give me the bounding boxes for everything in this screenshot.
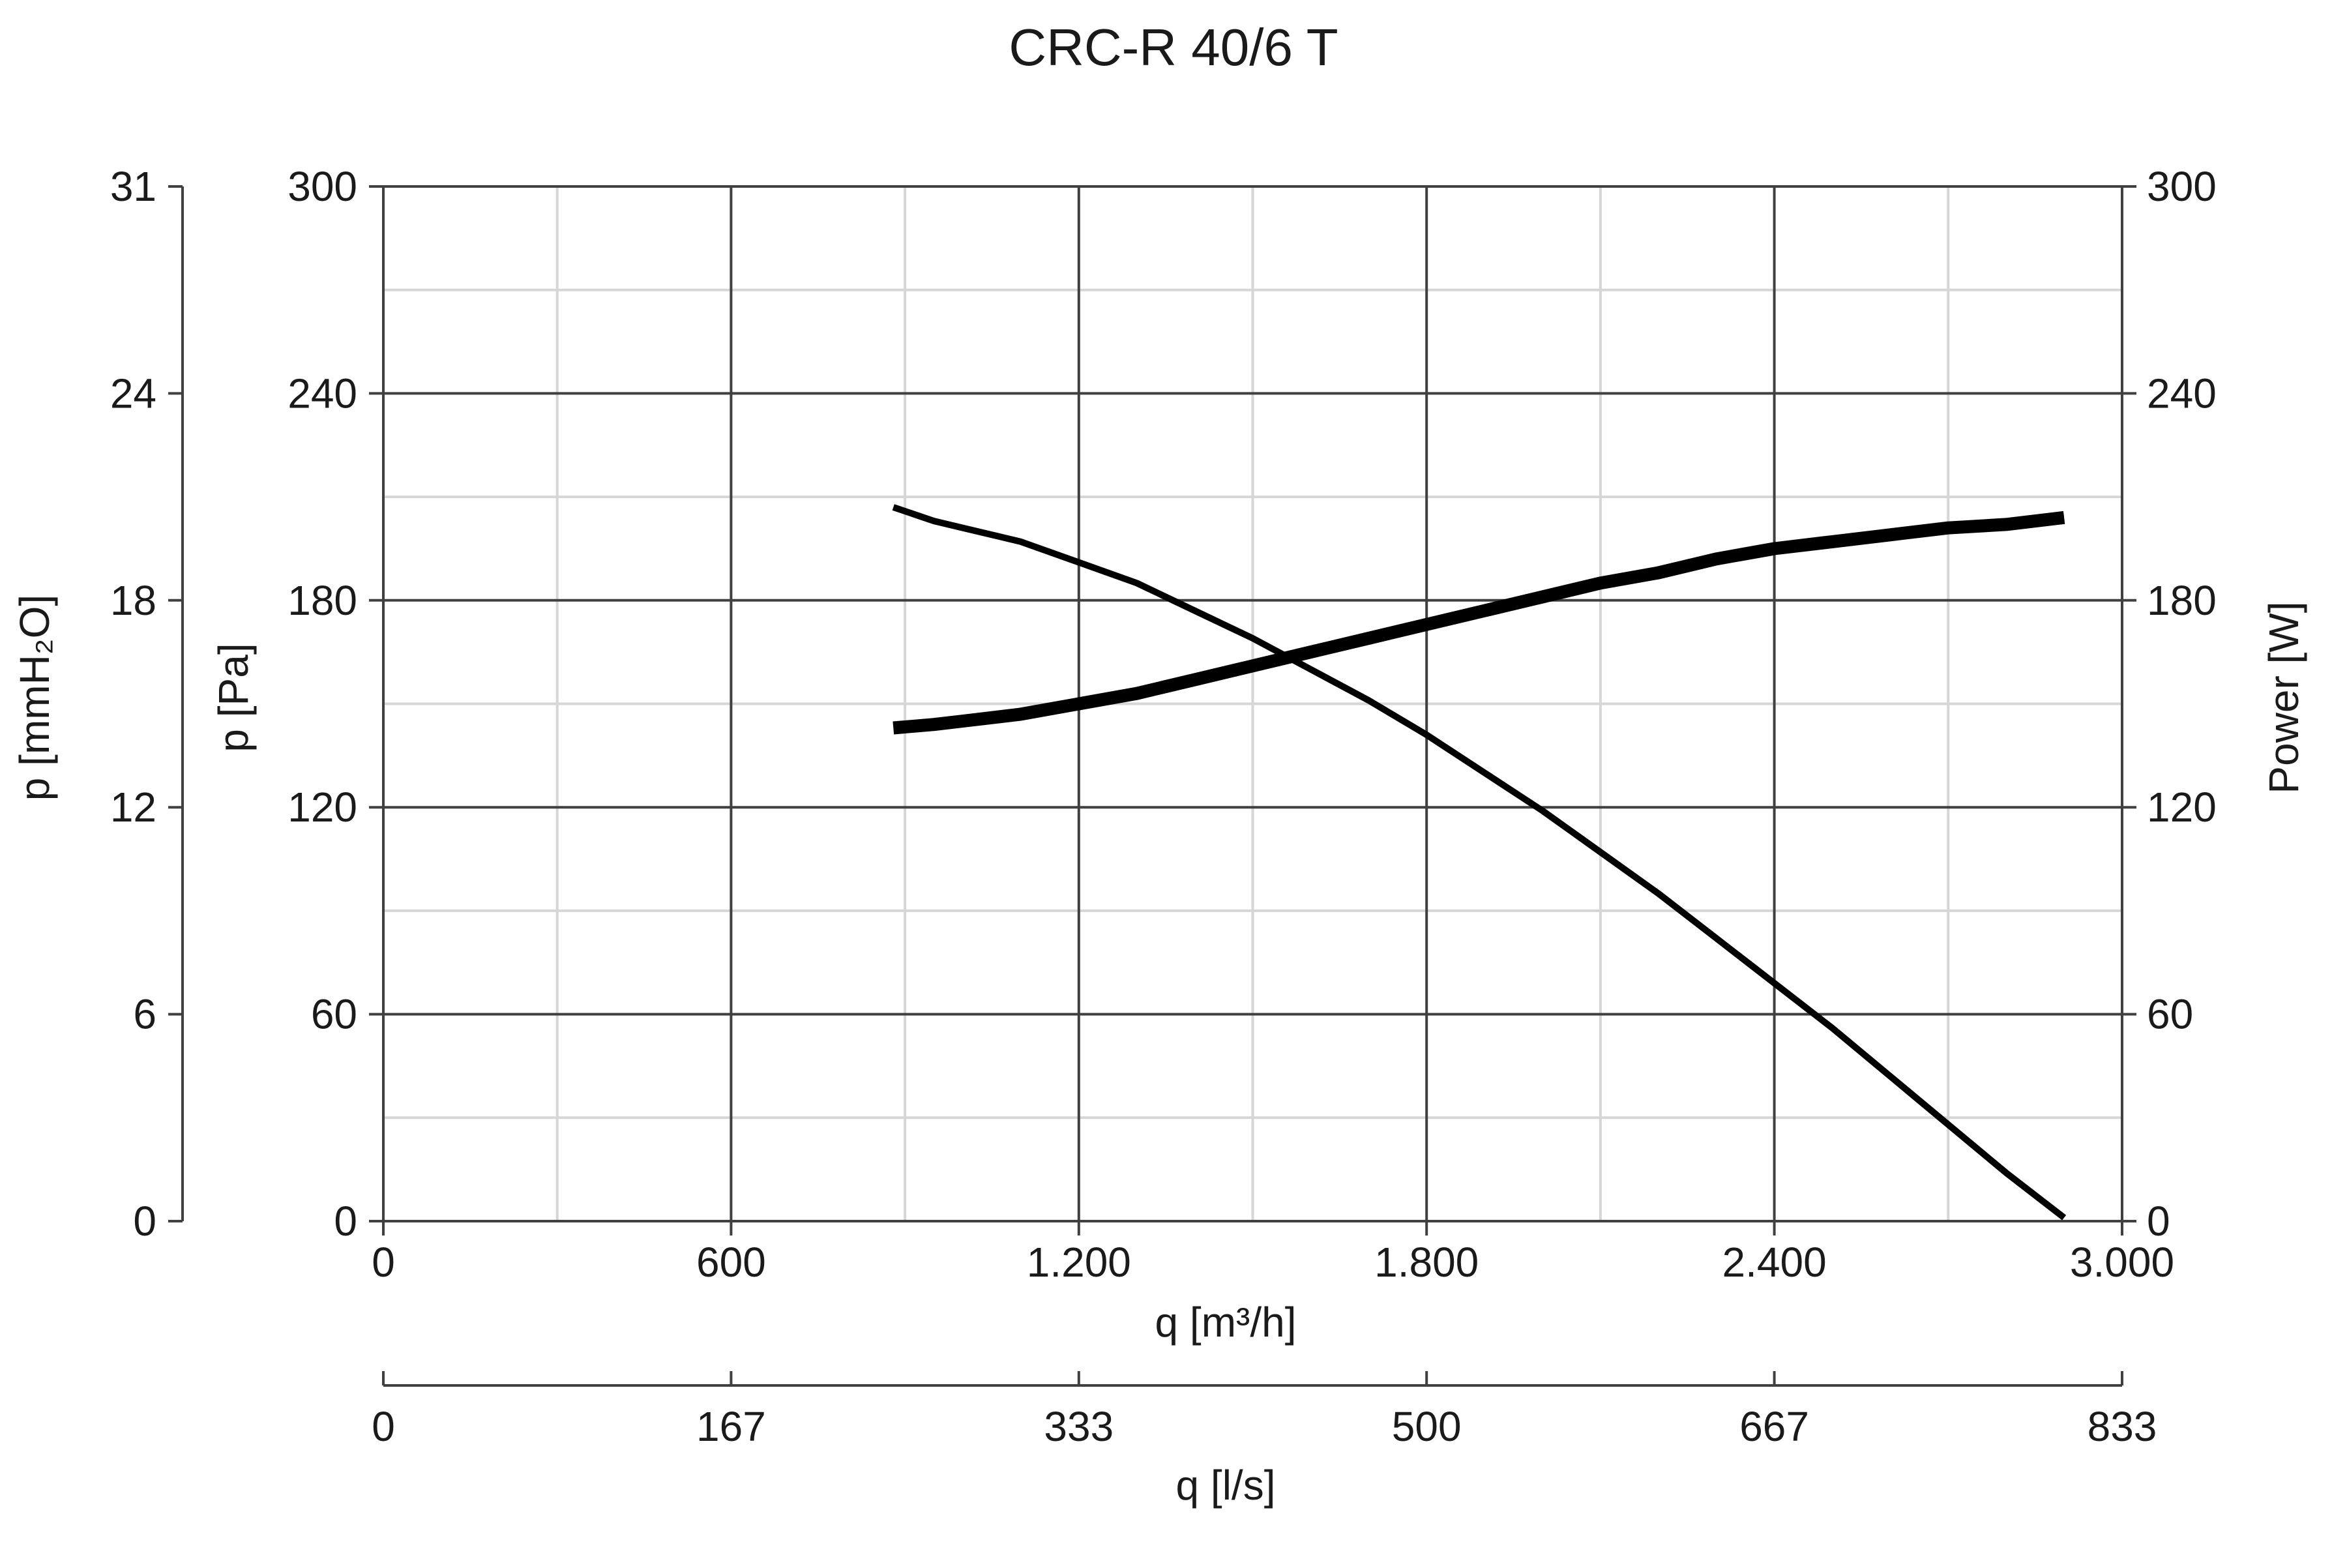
x-axis-label: q [m³/h] — [1155, 1299, 1297, 1346]
x2-tick-label: 0 — [372, 1403, 395, 1450]
x-tick-label: 1.800 — [1374, 1239, 1479, 1286]
pressure-curve — [892, 504, 2067, 1220]
x-tick-label: 1.200 — [1027, 1239, 1131, 1286]
y-outer-tick-label: 18 — [110, 577, 156, 624]
y-tick-label: 240 — [288, 370, 357, 417]
x2-axis-label: q [l/s] — [1176, 1462, 1276, 1509]
chart-title: CRC-R 40/6 T — [1009, 18, 1338, 76]
y2-axis-label: Power [W] — [2260, 601, 2307, 793]
y2-tick-label: 0 — [2147, 1198, 2170, 1245]
x-tick-label: 2.400 — [1722, 1239, 1827, 1286]
x2-tick-label: 167 — [696, 1403, 766, 1450]
x-tick-label: 0 — [372, 1239, 395, 1286]
y-outer-axis-label: p [mmH₂O] — [11, 595, 58, 801]
y-tick-label: 0 — [334, 1198, 357, 1245]
y2-tick-label: 60 — [2147, 991, 2193, 1038]
x2-tick-label: 333 — [1044, 1403, 1114, 1450]
x-tick-label: 3.000 — [2070, 1239, 2174, 1286]
plot-frame — [382, 185, 2123, 1222]
y-tick-label: 300 — [288, 163, 357, 210]
x2-tick-label: 833 — [2088, 1403, 2157, 1450]
x2-tick-label: 500 — [1392, 1403, 1462, 1450]
y2-tick-label: 180 — [2147, 577, 2217, 624]
x-tick-label: 600 — [696, 1239, 766, 1286]
y-tick-label: 180 — [288, 577, 357, 624]
y-tick-label: 60 — [311, 991, 357, 1038]
y2-tick-label: 240 — [2147, 370, 2217, 417]
x2-tick-label: 667 — [1739, 1403, 1809, 1450]
y-outer-tick-label: 6 — [133, 991, 156, 1038]
y-outer-tick-label: 31 — [110, 163, 156, 210]
y2-tick-label: 300 — [2147, 163, 2217, 210]
y-axis-label: p [Pa] — [210, 643, 257, 752]
power-curve — [893, 510, 2065, 735]
y-outer-tick-label: 0 — [133, 1198, 156, 1245]
y-outer-tick-label: 24 — [110, 370, 156, 417]
y-outer-tick-label: 12 — [110, 784, 156, 831]
y2-tick-label: 120 — [2147, 784, 2217, 831]
y-tick-label: 120 — [288, 784, 357, 831]
